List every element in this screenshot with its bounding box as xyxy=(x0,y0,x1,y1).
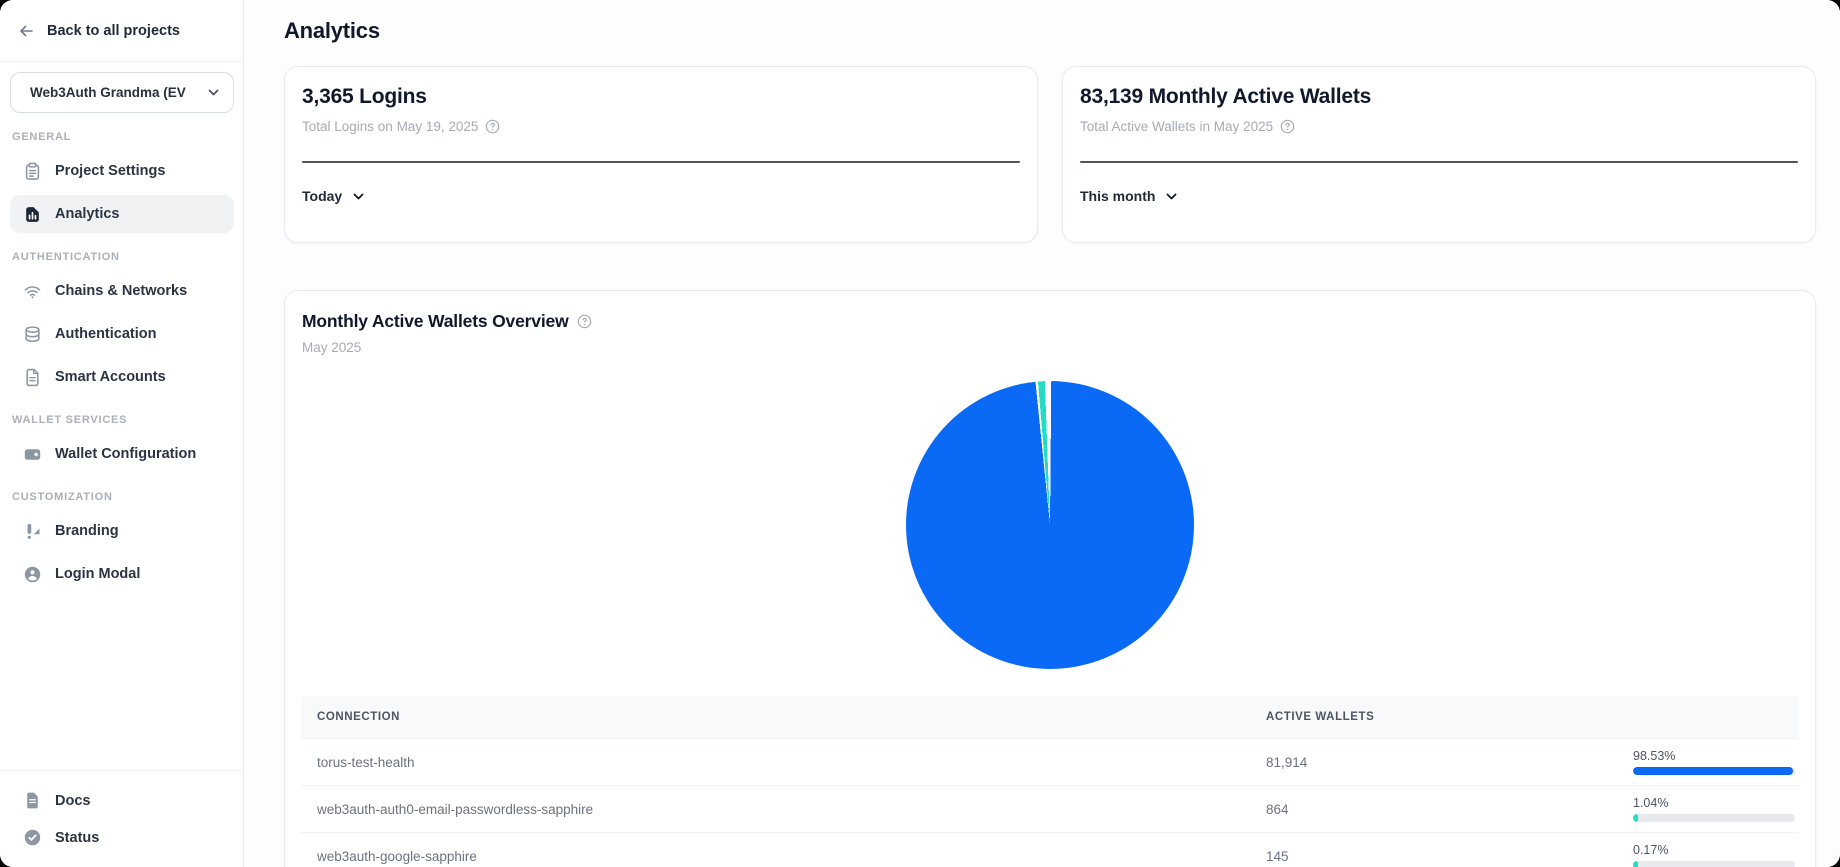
section-label: GENERAL xyxy=(12,131,72,143)
back-label: Back to all projects xyxy=(47,22,180,39)
sidebar-footer: Docs Status xyxy=(0,770,243,867)
sidebar-footer-item-status[interactable]: Status xyxy=(10,820,233,855)
sidebar-item-label: Docs xyxy=(55,792,91,809)
sidebar-item-label: Login Modal xyxy=(55,566,141,582)
sidebar-item-login-modal[interactable]: Login Modal xyxy=(10,555,234,593)
sidebar-item-chains-networks[interactable]: Chains & Networks xyxy=(10,272,234,310)
active-wallets-pie-chart xyxy=(906,381,1194,669)
sidebar-item-branding[interactable]: Branding xyxy=(10,512,234,550)
connection-name: web3auth-google-sapphire xyxy=(317,848,477,864)
page-title: Analytics xyxy=(284,18,380,43)
wifi-icon xyxy=(23,282,42,301)
sidebar-item-label: Analytics xyxy=(55,206,120,222)
chevron-down-icon xyxy=(353,193,364,200)
overview-title: Monthly Active Wallets Overview xyxy=(302,311,569,331)
main-content: Analytics 3,365 Logins Total Logins on M… xyxy=(244,0,1840,867)
clipboard-icon xyxy=(23,162,42,181)
table-header-row: CONNECTION ACTIVE WALLETS xyxy=(301,696,1799,738)
back-to-all-projects-button[interactable]: Back to all projects xyxy=(0,0,243,62)
section-label: CUSTOMIZATION xyxy=(12,491,113,503)
connection-name: web3auth-auth0-email-passwordless-sapphi… xyxy=(317,801,594,817)
sidebar-item-authentication[interactable]: Authentication xyxy=(10,315,234,353)
status-icon xyxy=(23,828,42,847)
logins-stat-card: 3,365 Logins Total Logins on May 19, 202… xyxy=(284,66,1038,243)
wallet-icon xyxy=(23,445,42,464)
share-bar-fill xyxy=(1633,861,1638,867)
share-cell: 98.53% xyxy=(1633,749,1799,775)
sidebar-item-label: Smart Accounts xyxy=(55,369,166,385)
sidebar: Back to all projects Web3Auth Grandma (E… xyxy=(0,0,244,867)
active-wallets-count: 81,914 xyxy=(1266,754,1308,770)
sidebar-item-project-settings[interactable]: Project Settings xyxy=(10,152,234,190)
sidebar-item-smart-accounts[interactable]: Smart Accounts xyxy=(10,358,234,396)
docs-icon xyxy=(23,791,42,810)
table-row: torus-test-health 81,914 98.53% xyxy=(301,738,1799,786)
chevron-down-icon xyxy=(208,89,219,96)
document-icon xyxy=(23,368,42,387)
share-bar-fill xyxy=(1633,814,1638,822)
overview-subtitle: May 2025 xyxy=(302,340,362,355)
sidebar-sections: GENERAL Project Settings Analytics AUTHENTI… xyxy=(10,131,234,593)
active-wallets-stat-card: 83,139 Monthly Active Wallets Total Acti… xyxy=(1062,66,1816,243)
monthly-active-wallets-overview-card: Monthly Active Wallets Overview May 2025… xyxy=(284,290,1816,867)
project-selector-dropdown[interactable]: Web3Auth Grandma (EV xyxy=(10,72,234,113)
sidebar-footer-item-docs[interactable]: Docs xyxy=(10,783,233,818)
help-icon[interactable] xyxy=(1280,119,1295,134)
active-wallets-count: 864 xyxy=(1266,801,1289,817)
logins-range-dropdown[interactable]: Today xyxy=(302,188,364,204)
sidebar-item-label: Wallet Configuration xyxy=(55,446,197,462)
range-label: This month xyxy=(1080,188,1156,204)
sidebar-item-label: Authentication xyxy=(55,326,157,342)
section-label: WALLET SERVICES xyxy=(12,414,128,426)
active-wallets-range-dropdown[interactable]: This month xyxy=(1080,188,1177,204)
active-wallets-chart-baseline xyxy=(1080,161,1798,163)
logins-headline: 3,365 Logins xyxy=(302,85,427,108)
sidebar-nav: Web3Auth Grandma (EV GENERAL Project Sett… xyxy=(0,62,243,770)
column-header-connection: CONNECTION xyxy=(317,711,401,723)
analytics-chart-icon xyxy=(23,205,42,224)
share-percent-label: 98.53% xyxy=(1633,749,1676,763)
logins-subtitle: Total Logins on May 19, 2025 xyxy=(302,119,479,134)
chevron-down-icon xyxy=(1166,193,1177,200)
range-label: Today xyxy=(302,188,343,204)
stat-cards-row: 3,365 Logins Total Logins on May 19, 202… xyxy=(284,66,1816,243)
sidebar-item-label: Branding xyxy=(55,523,119,539)
share-bar-fill xyxy=(1633,767,1793,775)
table-row: web3auth-auth0-email-passwordless-sapphi… xyxy=(301,786,1799,833)
help-icon[interactable] xyxy=(577,314,592,329)
active-wallets-subtitle: Total Active Wallets in May 2025 xyxy=(1080,119,1274,134)
share-bar-track xyxy=(1633,861,1795,867)
share-percent-label: 1.04% xyxy=(1633,796,1669,810)
sidebar-item-analytics[interactable]: Analytics xyxy=(10,195,234,233)
table-body: torus-test-health 81,914 98.53% web3auth-au… xyxy=(301,738,1799,867)
help-icon[interactable] xyxy=(485,119,500,134)
connections-table: CONNECTION ACTIVE WALLETS torus-test-hea… xyxy=(301,696,1799,867)
share-percent-label: 0.17% xyxy=(1633,843,1669,857)
section-label: AUTHENTICATION xyxy=(12,251,120,263)
sidebar-item-wallet-configuration[interactable]: Wallet Configuration xyxy=(10,435,234,473)
sidebar-item-label: Project Settings xyxy=(55,163,166,179)
share-cell: 0.17% xyxy=(1633,843,1799,867)
table-row: web3auth-google-sapphire 145 0.17% xyxy=(301,833,1799,867)
sidebar-item-label: Chains & Networks xyxy=(55,283,188,299)
column-header-active-wallets: ACTIVE WALLETS xyxy=(1266,711,1375,723)
database-icon xyxy=(23,325,42,344)
share-bar-track xyxy=(1633,814,1795,822)
branding-icon xyxy=(23,522,42,541)
active-wallets-headline: 83,139 Monthly Active Wallets xyxy=(1080,85,1372,108)
connection-name: torus-test-health xyxy=(317,754,415,770)
sidebar-item-label: Status xyxy=(55,829,100,846)
user-circle-icon xyxy=(23,565,42,584)
logins-chart-baseline xyxy=(302,161,1020,163)
share-cell: 1.04% xyxy=(1633,796,1799,822)
share-bar-track xyxy=(1633,767,1795,775)
active-wallets-count: 145 xyxy=(1266,848,1289,864)
arrow-left-icon xyxy=(18,23,35,39)
project-selector-value: Web3Auth Grandma (EV xyxy=(30,85,186,100)
